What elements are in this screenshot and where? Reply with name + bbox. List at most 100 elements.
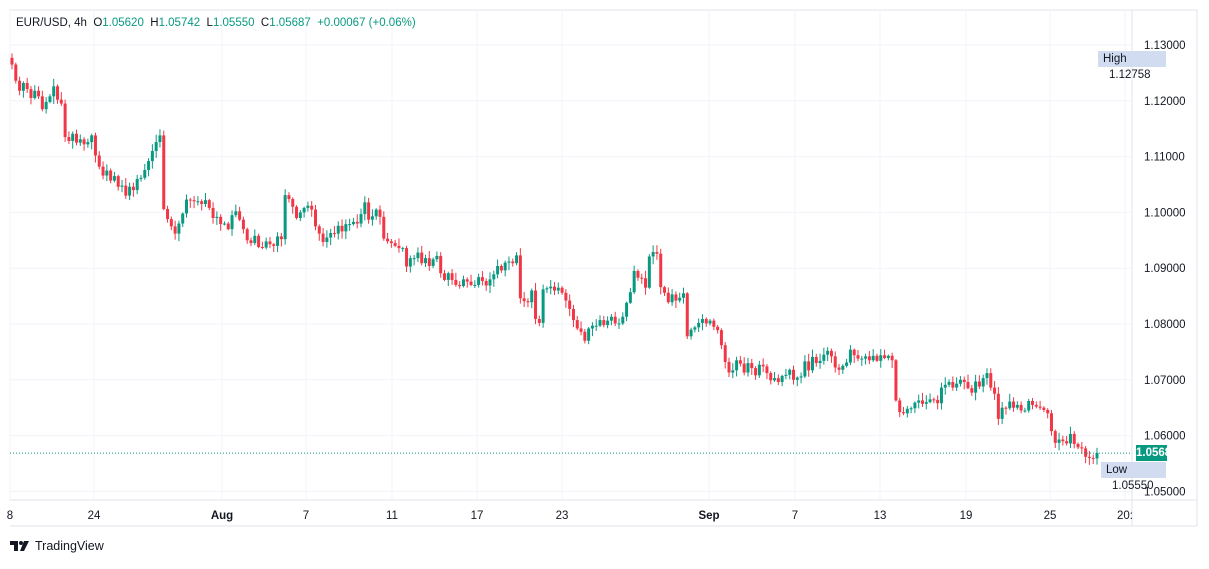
candle-body <box>496 265 500 275</box>
candle-body <box>1049 413 1053 432</box>
candle-body <box>515 255 519 264</box>
candle-body <box>545 288 549 290</box>
candle-body <box>549 286 553 289</box>
candle-body <box>143 169 147 178</box>
candle-body <box>981 378 985 387</box>
candle-body <box>382 216 386 239</box>
candle-body <box>348 224 352 226</box>
candle-body <box>56 86 60 100</box>
candle-body <box>651 252 655 257</box>
x-tick-label: 13 <box>874 510 887 522</box>
candle-body <box>439 255 443 274</box>
candle-body <box>852 349 856 356</box>
candle-body <box>636 270 640 278</box>
candle-body <box>173 226 177 234</box>
candle-body <box>810 356 814 371</box>
candle-body <box>780 375 784 383</box>
candle-body <box>420 252 424 264</box>
candle-body <box>370 216 374 220</box>
candle-body <box>723 345 727 362</box>
candle-body <box>488 279 492 286</box>
candle-body <box>875 355 879 361</box>
candle-body <box>158 135 162 143</box>
candle-body <box>1034 404 1038 407</box>
y-tick-label: 1.07000 <box>1144 375 1186 387</box>
candle-body <box>215 216 219 218</box>
candle-body <box>754 368 758 376</box>
candle-body <box>177 223 181 234</box>
candle-body <box>291 199 295 207</box>
candle-body <box>951 382 955 388</box>
candle-body <box>625 302 629 317</box>
candle-body <box>1095 452 1099 459</box>
y-tick-label: 1.05000 <box>1144 486 1186 498</box>
candle-body <box>575 320 579 329</box>
candle-body <box>131 186 135 191</box>
candle-body <box>1023 410 1027 412</box>
candle-body <box>833 356 837 368</box>
candle-body <box>1046 409 1050 414</box>
candle-body <box>93 135 97 156</box>
candle-body <box>818 360 822 364</box>
candle-body <box>234 211 238 216</box>
candle-body <box>295 206 299 218</box>
candle-body <box>245 229 249 241</box>
candle-body <box>829 350 833 357</box>
candle-body <box>939 387 943 404</box>
candle-body <box>621 316 625 324</box>
candle-body <box>632 270 636 293</box>
open-value: 1.05620 <box>102 17 144 29</box>
x-tick-label: 25 <box>1044 510 1057 522</box>
candle-body <box>405 248 409 267</box>
candle-body <box>958 379 962 384</box>
candle-body <box>37 90 41 97</box>
candle-body <box>898 400 902 413</box>
candle-body <box>947 382 951 385</box>
x-tick-label: 24 <box>88 510 101 522</box>
candle-body <box>765 366 769 374</box>
candle-body <box>932 399 936 401</box>
candle-body <box>408 258 412 267</box>
candle-body <box>943 384 947 388</box>
candle-body <box>317 226 321 234</box>
candle-body <box>48 96 52 102</box>
candle-body <box>568 300 572 309</box>
candle-body <box>1053 431 1057 443</box>
candle-body <box>996 393 1000 419</box>
tradingview-logo[interactable]: TradingView <box>10 539 104 553</box>
candle-body <box>974 381 978 393</box>
candle-body <box>776 378 780 383</box>
candle-body <box>1015 404 1019 408</box>
low-marker-label: Low <box>1106 464 1128 476</box>
y-tick-label: 1.12000 <box>1144 96 1186 108</box>
candle-body <box>78 139 82 143</box>
candle-body <box>807 361 811 371</box>
candle-body <box>386 238 390 242</box>
candle-body <box>977 381 981 387</box>
candle-body <box>936 399 940 404</box>
candle-body <box>712 320 716 327</box>
candle-body <box>757 364 761 376</box>
candle-body <box>1027 401 1031 411</box>
candle-body <box>1038 406 1042 408</box>
candle-body <box>238 211 242 220</box>
candle-body <box>708 320 712 324</box>
candle-body <box>473 284 477 286</box>
y-tick-label: 1.06000 <box>1144 431 1186 443</box>
candle-body <box>848 349 852 363</box>
candle-body <box>25 82 29 90</box>
candle-body <box>628 292 632 303</box>
candle-body <box>33 90 37 99</box>
candle-body <box>837 367 841 370</box>
candle-body <box>503 262 507 271</box>
x-tick-label: 23 <box>556 510 569 522</box>
candle-body <box>670 294 674 303</box>
candle-body <box>799 376 803 378</box>
candle-body <box>139 177 143 179</box>
candle-body <box>507 261 511 263</box>
candle-body <box>154 142 158 152</box>
candle-body <box>105 170 109 176</box>
candle-body <box>784 374 788 376</box>
candle-body <box>864 356 868 359</box>
